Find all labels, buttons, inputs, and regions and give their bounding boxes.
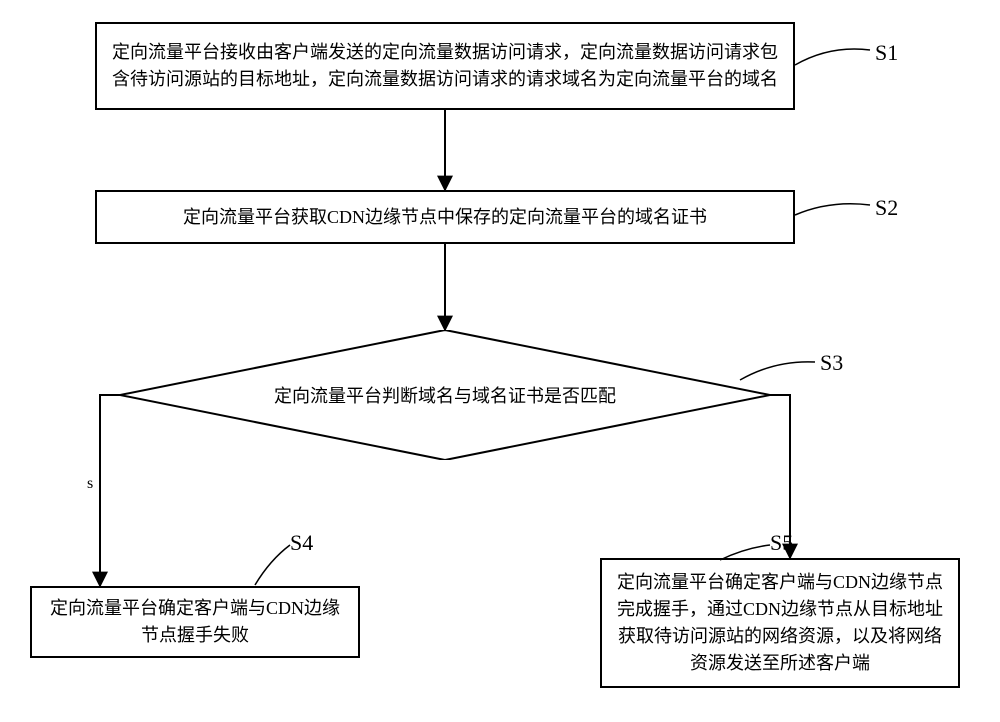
step-s5-text: 定向流量平台确定客户端与CDN边缘节点完成握手，通过CDN边缘节点从目标地址获取… xyxy=(614,569,946,677)
label-s2: S2 xyxy=(875,195,898,221)
flowchart-canvas: 定向流量平台接收由客户端发送的定向流量数据访问请求，定向流量数据访问请求包含待访… xyxy=(0,0,1000,722)
step-s4: 定向流量平台确定客户端与CDN边缘节点握手失败 xyxy=(30,586,360,658)
step-s1: 定向流量平台接收由客户端发送的定向流量数据访问请求，定向流量数据访问请求包含待访… xyxy=(95,22,795,110)
label-s3: S3 xyxy=(820,350,843,376)
label-s1: S1 xyxy=(875,40,898,66)
step-s4-text: 定向流量平台确定客户端与CDN边缘节点握手失败 xyxy=(44,595,346,649)
label-s5: S5 xyxy=(770,530,793,556)
edge-s3-s4-label: s xyxy=(87,475,93,493)
step-s1-text: 定向流量平台接收由客户端发送的定向流量数据访问请求，定向流量数据访问请求包含待访… xyxy=(109,39,781,93)
decision-s3: 定向流量平台判断域名与域名证书是否匹配 xyxy=(120,330,770,460)
step-s5: 定向流量平台确定客户端与CDN边缘节点完成握手，通过CDN边缘节点从目标地址获取… xyxy=(600,558,960,688)
decision-s3-text: 定向流量平台判断域名与域名证书是否匹配 xyxy=(274,386,616,406)
label-s4: S4 xyxy=(290,530,313,556)
step-s2: 定向流量平台获取CDN边缘节点中保存的定向流量平台的域名证书 xyxy=(95,190,795,244)
step-s2-text: 定向流量平台获取CDN边缘节点中保存的定向流量平台的域名证书 xyxy=(183,204,707,231)
